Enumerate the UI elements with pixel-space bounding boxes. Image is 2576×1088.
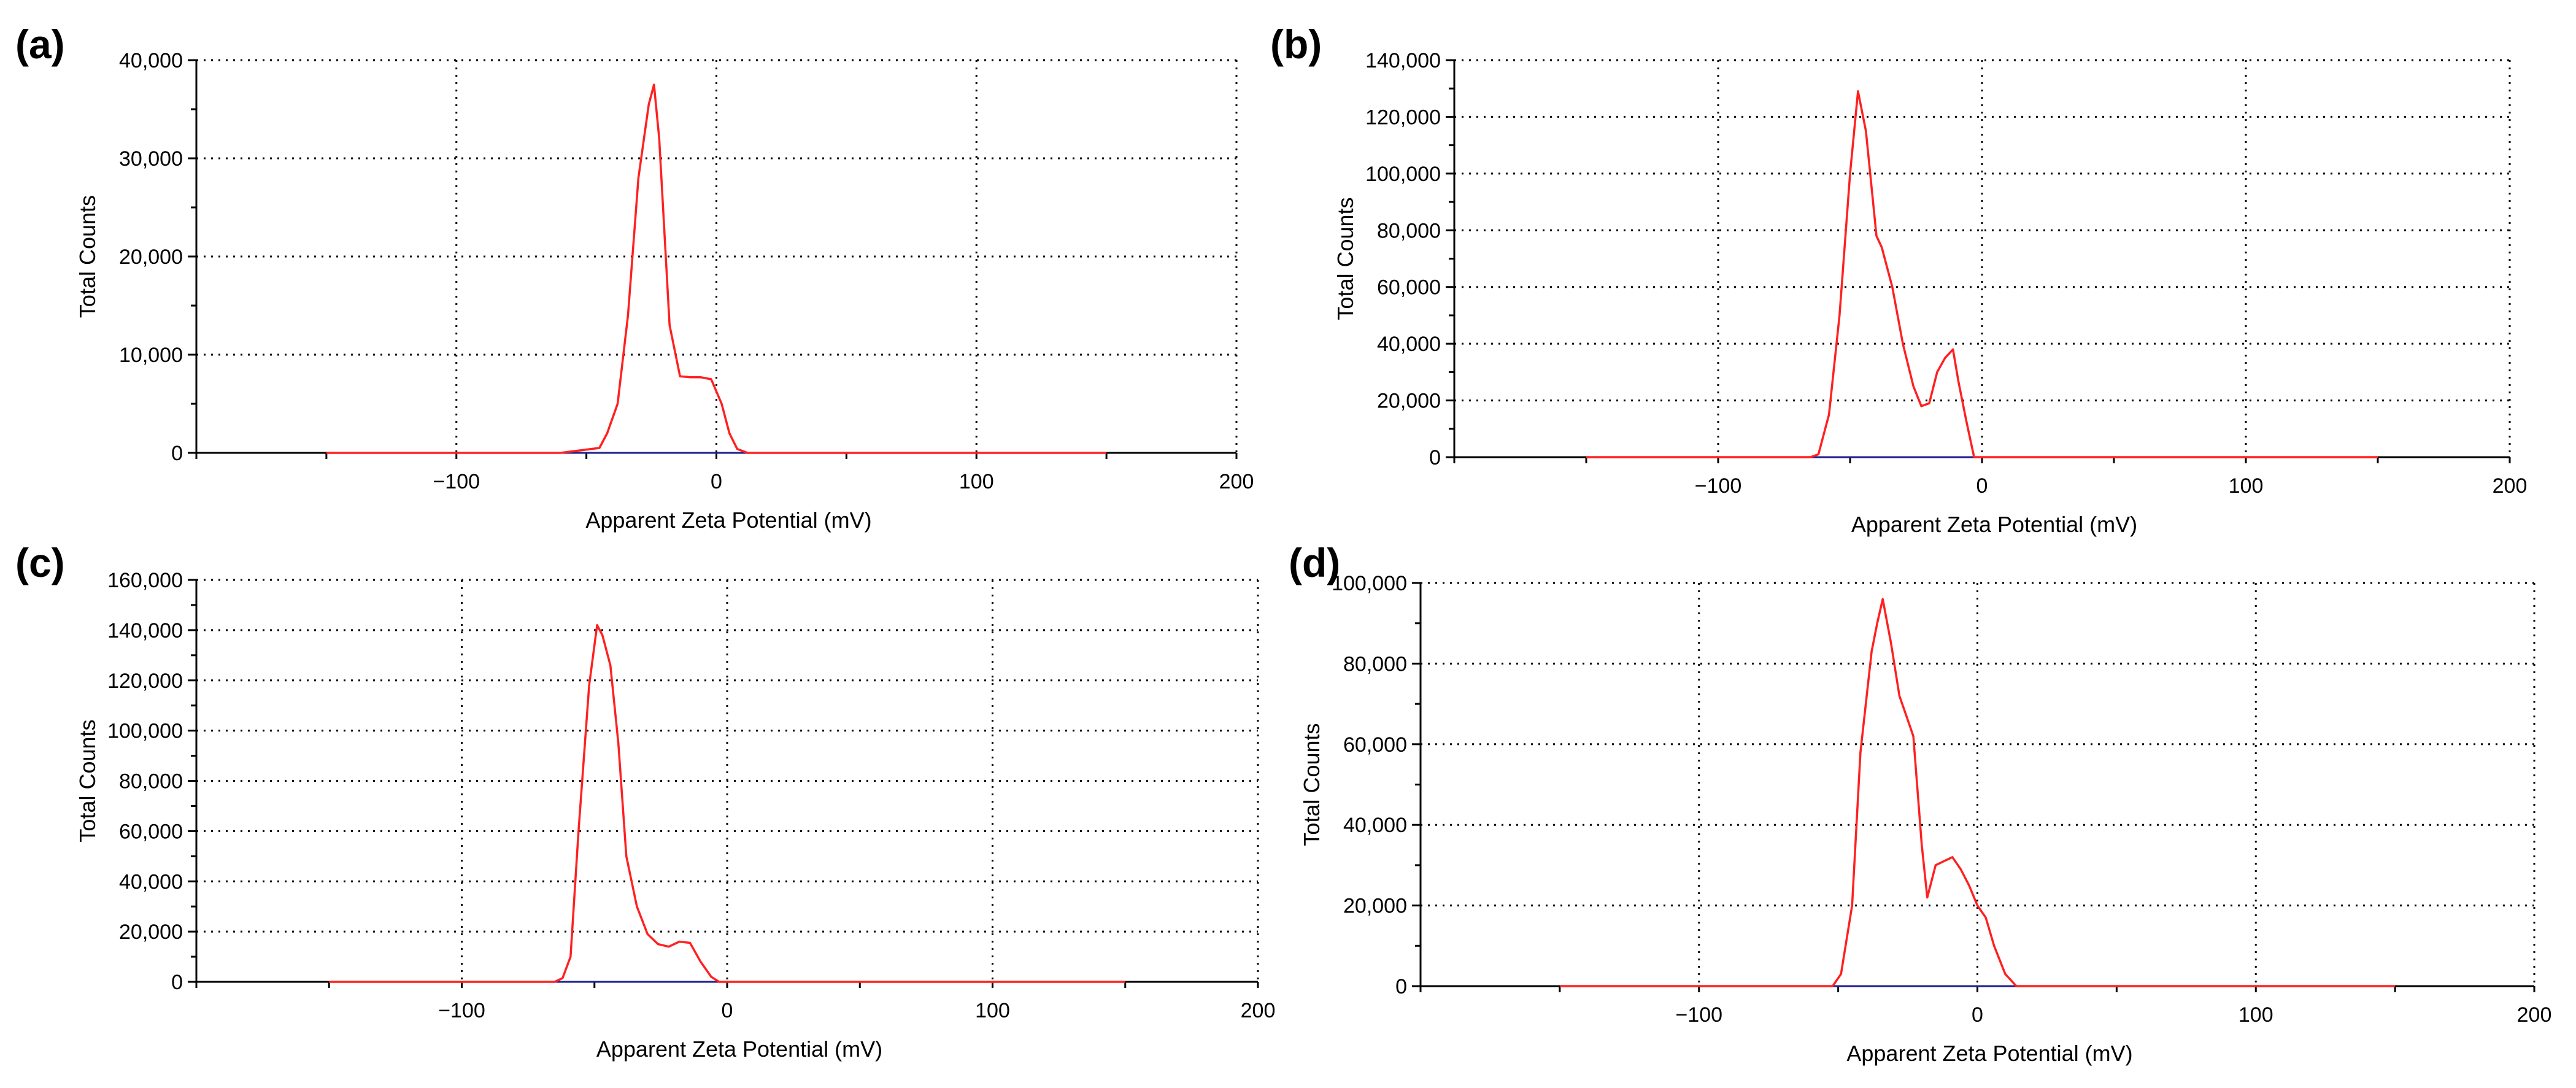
x-tick-label: 0 xyxy=(1972,1003,1983,1027)
x-tick-label: −100 xyxy=(1675,1003,1722,1027)
x-tick-label: 0 xyxy=(1976,474,1988,498)
x-tick-label: 0 xyxy=(722,999,733,1022)
y-tick-label: 40,000 xyxy=(1377,333,1441,356)
x-axis-title: Apparent Zeta Potential (mV) xyxy=(1851,512,2137,537)
y-tick-label: 60,000 xyxy=(1343,733,1407,757)
x-tick-label: 200 xyxy=(1241,999,1276,1022)
x-tick-label: 100 xyxy=(2229,474,2264,498)
y-tick-label: 20,000 xyxy=(1343,895,1407,918)
y-tick-label: 10,000 xyxy=(119,344,183,367)
x-tick-label: 100 xyxy=(975,999,1010,1022)
panel-label: (d) xyxy=(1289,540,1340,585)
y-tick-label: 0 xyxy=(171,442,183,465)
series-line xyxy=(1586,90,2378,458)
x-tick-label: 0 xyxy=(711,470,722,493)
x-tick-label: −100 xyxy=(1695,474,1742,498)
x-tick-label: −100 xyxy=(433,470,480,493)
y-axis-title: Total Counts xyxy=(1299,723,1324,846)
y-tick-label: 140,000 xyxy=(1365,49,1441,72)
y-axis-title: Total Counts xyxy=(1333,197,1358,320)
x-tick-label: 200 xyxy=(1219,470,1254,493)
x-tick-label: 100 xyxy=(959,470,994,493)
y-tick-label: 40,000 xyxy=(119,49,183,72)
panel-label: (c) xyxy=(15,540,65,585)
chart-panel-1: (a) 0 10,000 20,000 30,000 40,000 −100 0 100 200 A… xyxy=(15,21,1254,533)
x-tick-label: 200 xyxy=(2517,1003,2552,1027)
x-tick-label: −100 xyxy=(438,999,485,1022)
x-axis-title: Apparent Zeta Potential (mV) xyxy=(1846,1041,2132,1066)
y-axis-title: Total Counts xyxy=(75,719,100,842)
x-tick-label: 100 xyxy=(2239,1003,2273,1027)
chart-panel-3: (c) 0 20,000 40,000 60,000 80,000 100,000 120,0… xyxy=(15,540,1275,1062)
y-axis-title: Total Counts xyxy=(75,195,100,318)
y-tick-label: 120,000 xyxy=(1365,106,1441,129)
y-tick-label: 0 xyxy=(171,971,183,994)
series-line xyxy=(329,623,1125,983)
x-axis-title: Apparent Zeta Potential (mV) xyxy=(585,507,871,533)
panel-label: (b) xyxy=(1270,21,1322,67)
chart-panel-2: (b) 0 20,000 40,000 60,000 80,000 100,000 120,0… xyxy=(1270,21,2527,537)
y-tick-label: 20,000 xyxy=(119,245,183,269)
y-tick-label: 80,000 xyxy=(1343,652,1407,676)
y-tick-label: 0 xyxy=(1429,446,1441,469)
y-tick-label: 100,000 xyxy=(107,720,183,743)
y-tick-label: 0 xyxy=(1395,975,1407,998)
series-line xyxy=(1559,598,2396,987)
x-tick-label: 200 xyxy=(2493,474,2528,498)
y-tick-label: 20,000 xyxy=(119,920,183,944)
y-tick-label: 40,000 xyxy=(119,870,183,893)
y-tick-label: 120,000 xyxy=(107,669,183,693)
y-tick-label: 60,000 xyxy=(1377,276,1441,299)
panel-label: (a) xyxy=(15,21,65,67)
y-tick-label: 140,000 xyxy=(107,619,183,642)
y-tick-label: 100,000 xyxy=(1332,572,1407,595)
y-tick-label: 30,000 xyxy=(119,147,183,171)
y-tick-label: 160,000 xyxy=(107,569,183,592)
series-line xyxy=(326,83,1107,454)
y-tick-label: 80,000 xyxy=(1377,219,1441,242)
x-axis-title: Apparent Zeta Potential (mV) xyxy=(596,1036,882,1062)
y-tick-label: 100,000 xyxy=(1365,163,1441,186)
y-tick-label: 60,000 xyxy=(119,820,183,843)
y-tick-label: 20,000 xyxy=(1377,390,1441,413)
y-tick-label: 40,000 xyxy=(1343,814,1407,837)
chart-panel-4: (d) 0 20,000 40,000 60,000 80,000 100,000 −100 0… xyxy=(1289,540,2551,1066)
y-tick-label: 80,000 xyxy=(119,770,183,793)
